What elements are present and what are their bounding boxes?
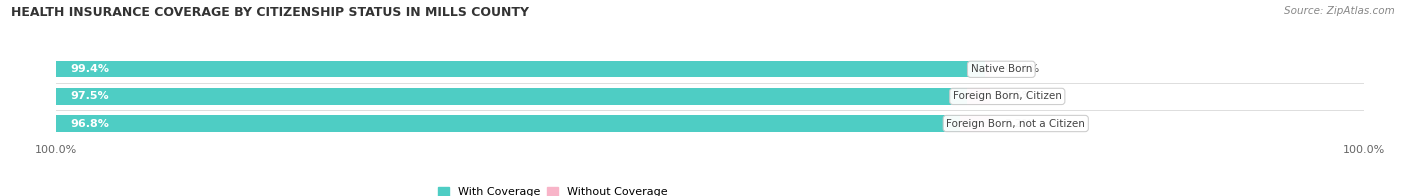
Bar [56,61,984,77]
Bar [56,115,960,132]
Bar [984,61,990,77]
Bar [56,61,990,77]
Text: 2.5%: 2.5% [1004,91,1032,101]
Bar [56,115,990,132]
Bar [56,88,967,104]
Bar [56,88,990,104]
Text: 96.8%: 96.8% [70,119,110,129]
Bar [960,115,990,132]
Legend: With Coverage, Without Coverage: With Coverage, Without Coverage [434,182,672,196]
Bar [967,88,990,104]
Text: HEALTH INSURANCE COVERAGE BY CITIZENSHIP STATUS IN MILLS COUNTY: HEALTH INSURANCE COVERAGE BY CITIZENSHIP… [11,6,529,19]
Text: 0.61%: 0.61% [1004,64,1039,74]
Text: Foreign Born, not a Citizen: Foreign Born, not a Citizen [946,119,1085,129]
Text: Foreign Born, Citizen: Foreign Born, Citizen [953,91,1062,101]
Text: 97.5%: 97.5% [70,91,108,101]
Text: Source: ZipAtlas.com: Source: ZipAtlas.com [1284,6,1395,16]
Text: Native Born: Native Born [970,64,1032,74]
Text: 99.4%: 99.4% [70,64,110,74]
Text: 3.2%: 3.2% [1004,119,1032,129]
